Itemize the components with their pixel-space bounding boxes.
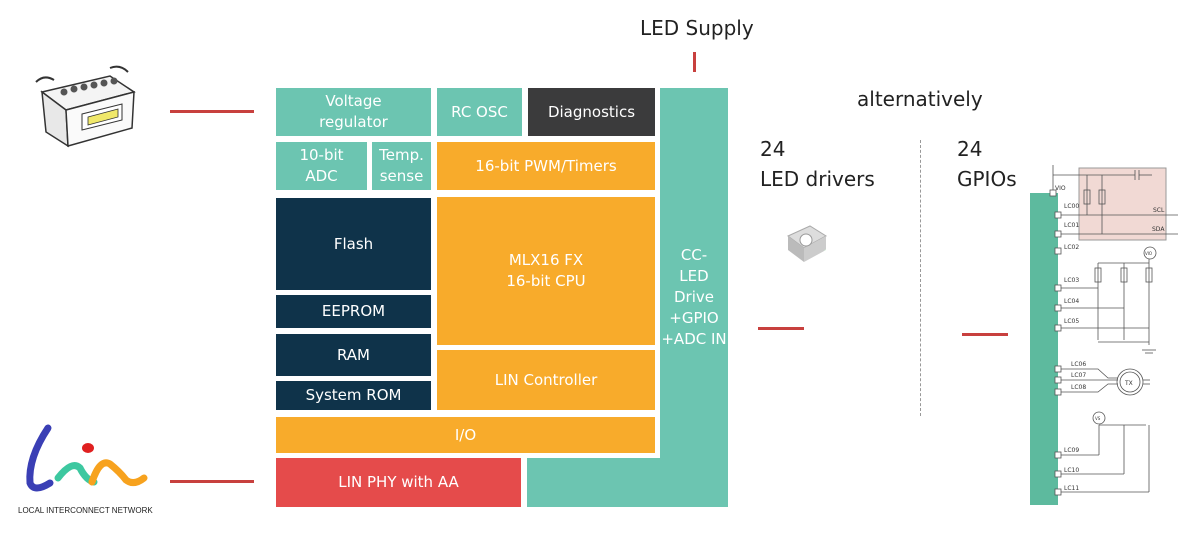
circuit-pink-box xyxy=(1078,167,1167,241)
flash-block: Flash xyxy=(276,198,431,290)
led-drive-column: CC- LED Drive +GPIO +ADC IN xyxy=(660,88,728,507)
pin-label: LC06 xyxy=(1071,361,1086,368)
pin-label: LC00 xyxy=(1064,203,1079,210)
pin-label: VIO xyxy=(1055,185,1066,192)
led-count: 24 xyxy=(760,137,786,161)
bus-label-sda: SDA xyxy=(1152,226,1165,233)
led-driver-connector-line xyxy=(758,327,804,330)
led-drive-base xyxy=(527,458,728,507)
pin-label: LC04 xyxy=(1064,298,1079,305)
rc-osc-block: RC OSC xyxy=(437,88,522,136)
vs-source-label: VS xyxy=(1095,416,1101,421)
diagnostics-block: Diagnostics xyxy=(528,88,655,136)
eeprom-block: EEPROM xyxy=(276,295,431,328)
pwm-timers-block: 16-bit PWM/Timers xyxy=(437,142,655,190)
pin-label: LC03 xyxy=(1064,277,1079,284)
lin-controller-block: LIN Controller xyxy=(437,350,655,410)
led-supply-connector-line xyxy=(693,52,696,72)
led-drive-line: +GPIO xyxy=(669,309,719,327)
gpios-label: 24 GPIOs xyxy=(957,134,1017,194)
lin-phy-block: LIN PHY with AA xyxy=(276,458,521,507)
pin-label: LC11 xyxy=(1064,485,1079,492)
led-drivers-label: 24 LED drivers xyxy=(760,134,875,194)
adc-block: 10-bit ADC xyxy=(276,142,367,190)
lin-logo: LOCAL INTERCONNECT NETWORK xyxy=(18,418,153,515)
pin-label: LC09 xyxy=(1064,447,1079,454)
pin-label: LC08 xyxy=(1071,384,1086,391)
battery-connector-line xyxy=(170,110,254,113)
cpu-name: MLX16 FX xyxy=(508,251,584,269)
bus-label-scl: SCL xyxy=(1153,207,1165,214)
vio-source-label: VIO xyxy=(1145,251,1152,256)
rgb-led-icon xyxy=(787,225,876,310)
led-drive-line: CC- xyxy=(680,246,708,264)
lin-connector-line xyxy=(170,480,254,483)
pin-label: LC02 xyxy=(1064,244,1079,251)
cpu-block: MLX16 FX 16-bit CPU xyxy=(437,197,655,345)
voltage-regulator-block: Voltage regulator xyxy=(276,88,431,136)
gpios-text: GPIOs xyxy=(957,167,1017,191)
led-drive-line: +ADC IN xyxy=(661,330,727,348)
divider-dashed xyxy=(920,140,921,416)
gpio-chip-bar xyxy=(1030,193,1058,505)
io-block: I/O xyxy=(276,417,655,453)
gpio-count: 24 xyxy=(957,137,983,161)
led-drive-line: Drive xyxy=(674,288,714,306)
temp-sense-block: Temp. sense xyxy=(372,142,431,190)
motor-label: TX xyxy=(1124,380,1133,387)
pin-label: LC05 xyxy=(1064,318,1079,325)
car-battery-icon xyxy=(35,65,136,148)
gpio-connector-line xyxy=(962,333,1008,336)
ram-block: RAM xyxy=(276,334,431,376)
system-rom-block: System ROM xyxy=(276,381,431,410)
pin-label: LC10 xyxy=(1064,467,1079,474)
pin-label: LC01 xyxy=(1064,222,1079,229)
led-drivers-text: LED drivers xyxy=(760,167,875,191)
alternatively-label: alternatively xyxy=(857,87,983,111)
led-drive-line: LED xyxy=(679,267,709,285)
led-supply-label: LED Supply xyxy=(640,16,754,40)
cpu-desc: 16-bit CPU xyxy=(506,272,586,290)
pin-label: LC07 xyxy=(1071,372,1086,379)
lin-logo-graphic xyxy=(26,424,148,492)
lin-logo-subtitle: LOCAL INTERCONNECT NETWORK xyxy=(18,506,153,515)
